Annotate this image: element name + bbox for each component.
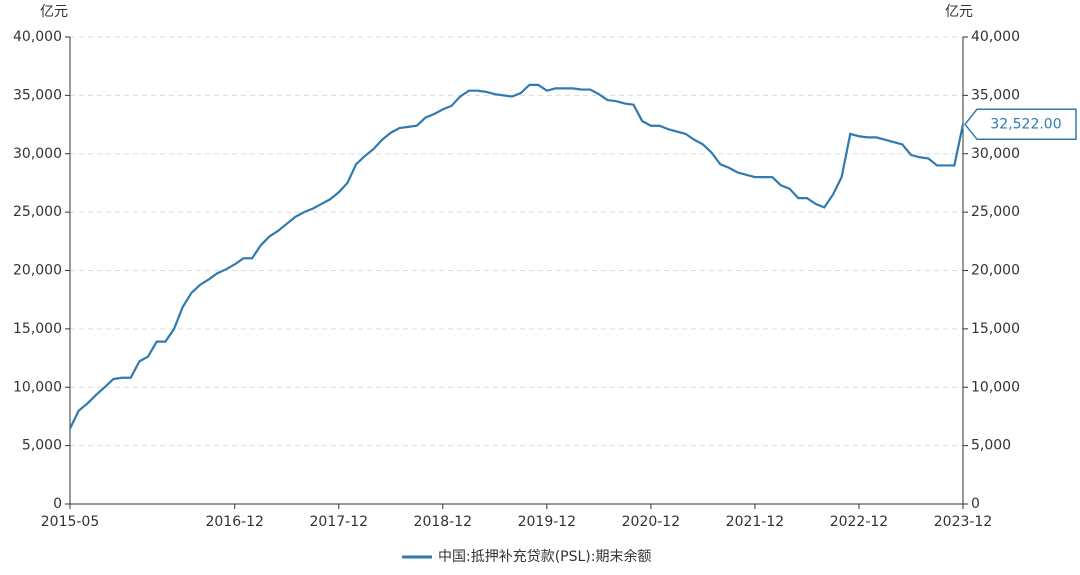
y-tick-label: 25,000 <box>13 204 62 220</box>
line <box>69 83 965 430</box>
y2-tick-label: 10,000 <box>971 379 1020 395</box>
y-tick-label: 10,000 <box>13 379 62 395</box>
y-tick-label: 15,000 <box>13 321 62 337</box>
x-tick-label: 2022-12 <box>830 514 889 530</box>
x-tick-label: 2015-05 <box>41 514 100 530</box>
value-label-box <box>964 108 1077 141</box>
y2-tick-label: 20,000 <box>971 263 1020 279</box>
y-tick-label: 40,000 <box>13 29 62 45</box>
y-tick-label: 35,000 <box>13 87 62 103</box>
y-axis-unit: 亿元 <box>40 4 68 20</box>
y2-tick-label: 40,000 <box>971 29 1020 45</box>
x-tick-label: 2020-12 <box>622 514 681 530</box>
y2-tick-label: 35,000 <box>971 87 1020 103</box>
legend-label: 中国:抵押补充贷款(PSL):期末余额 <box>438 548 652 565</box>
y2-tick-label: 15,000 <box>971 321 1020 337</box>
y-tick-label: 30,000 <box>13 146 62 162</box>
value-label: 32,522.00 <box>990 116 1061 132</box>
x-tick-label: 2021-12 <box>726 514 785 530</box>
y-tick-label: 20,000 <box>13 263 62 279</box>
y-tick-label: 5,000 <box>22 438 62 454</box>
x-tick-label: 2017-12 <box>310 514 369 530</box>
y2-tick-label: 0 <box>971 496 980 512</box>
y2-axis-unit: 亿元 <box>945 4 973 20</box>
y2-tick-label: 30,000 <box>971 146 1020 162</box>
x-tick-label: 2019-12 <box>518 514 577 530</box>
y-tick-label: 0 <box>53 496 62 512</box>
x-tick-label: 2016-12 <box>205 514 264 530</box>
y2-tick-label: 25,000 <box>971 204 1020 220</box>
y2-tick-label: 5,000 <box>971 438 1011 454</box>
x-tick-label: 2023-12 <box>934 514 993 530</box>
x-tick-label: 2018-12 <box>414 514 473 530</box>
